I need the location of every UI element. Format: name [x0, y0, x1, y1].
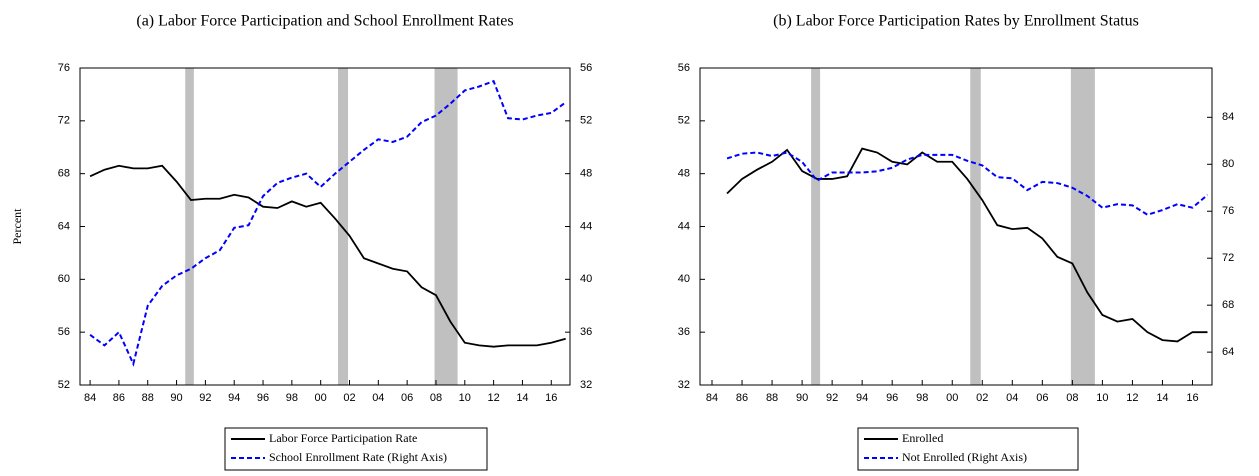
shaded-period [337, 68, 349, 385]
series-line [726, 151, 1209, 216]
series-line [89, 164, 566, 348]
x-tick-label: 88 [142, 392, 154, 404]
plot-frame [699, 67, 1213, 386]
y-tick-label: 36 [678, 326, 690, 338]
x-tick-label: 94 [228, 392, 240, 404]
y-tick-label: 56 [58, 326, 70, 338]
legend-label: School Enrollment Rate (Right Axis) [269, 450, 447, 464]
y2-tick-label: 72 [1222, 252, 1234, 264]
x-tick-label: 88 [766, 392, 778, 404]
y-tick-label: 76 [58, 62, 70, 74]
x-tick-label: 08 [1066, 392, 1078, 404]
legend-label: Labor Force Participation Rate [269, 431, 417, 445]
shaded-period [1070, 68, 1095, 385]
y-tick-label: 48 [678, 168, 690, 180]
shaded-period [434, 68, 458, 385]
y2-tick-label: 36 [580, 326, 592, 338]
legend-label: Not Enrolled (Right Axis) [902, 450, 1027, 464]
x-tick-label: 10 [1096, 392, 1108, 404]
x-tick-label: 92 [199, 392, 211, 404]
y2-tick-label: 48 [580, 168, 592, 180]
legend-box [857, 427, 1079, 471]
x-tick-label: 98 [916, 392, 928, 404]
x-tick-label: 84 [706, 392, 718, 404]
y-tick-label: 52 [58, 379, 70, 391]
x-tick-label: 04 [372, 392, 384, 404]
y-tick-label: 64 [58, 220, 70, 232]
y2-tick-label: 76 [1222, 205, 1234, 217]
plot-frame [79, 67, 571, 386]
x-tick-label: 98 [286, 392, 298, 404]
x-tick-label: 84 [84, 392, 96, 404]
x-tick-label: 96 [257, 392, 269, 404]
x-tick-label: 04 [1006, 392, 1018, 404]
legend-label: Enrolled [902, 431, 943, 445]
x-tick-label: 14 [516, 392, 528, 404]
x-tick-label: 94 [856, 392, 868, 404]
y-tick-label: 68 [58, 168, 70, 180]
x-tick-label: 90 [796, 392, 808, 404]
x-tick-label: 00 [315, 392, 327, 404]
x-tick-label: 00 [946, 392, 958, 404]
shaded-period [185, 68, 194, 385]
y-axis-label: Percent [10, 208, 24, 245]
x-tick-label: 06 [1036, 392, 1048, 404]
y2-tick-label: 56 [580, 62, 592, 74]
chart-title: (b) Labor Force Participation Rates by E… [773, 13, 1139, 30]
y-tick-label: 40 [678, 273, 690, 285]
x-tick-label: 08 [430, 392, 442, 404]
x-tick-label: 12 [487, 392, 499, 404]
y2-tick-label: 80 [1222, 158, 1234, 170]
x-tick-label: 16 [545, 392, 557, 404]
y-tick-label: 72 [58, 115, 70, 127]
shaded-period [811, 68, 821, 385]
x-tick-label: 96 [886, 392, 898, 404]
x-tick-label: 02 [343, 392, 355, 404]
x-tick-label: 12 [1126, 392, 1138, 404]
y-tick-label: 56 [678, 62, 690, 74]
series-line [89, 79, 567, 367]
y2-tick-label: 44 [580, 220, 592, 232]
x-tick-label: 16 [1186, 392, 1198, 404]
y2-tick-label: 40 [580, 273, 592, 285]
y2-tick-label: 52 [580, 115, 592, 127]
y-tick-label: 44 [678, 220, 690, 232]
x-tick-label: 06 [401, 392, 413, 404]
x-tick-label: 92 [826, 392, 838, 404]
y-tick-label: 60 [58, 273, 70, 285]
x-tick-label: 86 [113, 392, 125, 404]
y2-tick-label: 84 [1222, 111, 1234, 123]
shaded-period [970, 68, 981, 385]
x-tick-label: 86 [736, 392, 748, 404]
x-tick-label: 14 [1156, 392, 1168, 404]
x-tick-label: 10 [459, 392, 471, 404]
x-tick-label: 90 [170, 392, 182, 404]
y2-tick-label: 64 [1222, 346, 1234, 358]
y2-tick-label: 68 [1222, 299, 1234, 311]
y-tick-label: 52 [678, 115, 690, 127]
y-tick-label: 32 [678, 379, 690, 391]
y2-tick-label: 32 [580, 379, 592, 391]
x-tick-label: 02 [976, 392, 988, 404]
chart-title: (a) Labor Force Participation and School… [136, 13, 513, 30]
legend-box [224, 427, 488, 471]
series-line [726, 147, 1208, 343]
